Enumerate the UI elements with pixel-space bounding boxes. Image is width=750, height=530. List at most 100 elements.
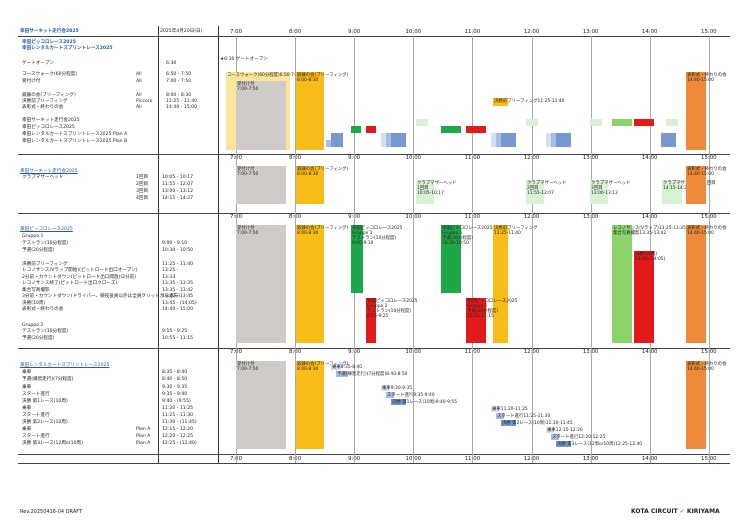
reception-block: 受付け付 7:00-7:50: [236, 361, 286, 449]
revision-label: Rev.20250416-04 DRAFT: [20, 509, 83, 515]
session-bar: [496, 133, 501, 147]
rule: [18, 154, 730, 155]
overview-row-label: ゲートオープン: [22, 61, 54, 66]
overview-title-1: 幸田ピッコロレース2025: [22, 40, 76, 45]
briefing-block: 鍛錬の会(ブリーフィング) 8:00-8:30: [296, 225, 348, 343]
series-row: 幸田ピッコロレース2025: [22, 125, 75, 130]
final-briefing-block: 決勝前ブリーフィング 11:25-11:40: [493, 225, 538, 343]
time-tick: 9:00: [348, 456, 361, 462]
session-bar: [351, 126, 361, 133]
row-label: スタート進行: [22, 413, 50, 418]
time-tick: 8:00: [289, 214, 302, 220]
row-label: テストラン(10分程度): [22, 329, 69, 334]
row-label: スタート進行: [22, 434, 50, 439]
row-label: 乗車: [22, 385, 32, 390]
row-label: 決勝前ブリーフィング: [22, 262, 68, 267]
overview-row-time: 8:00 - 8:30: [166, 93, 192, 98]
row-label: スタート進行: [22, 392, 50, 397]
session-bar: [416, 119, 428, 126]
row-label: 予選(20分程度): [22, 248, 55, 253]
gate-open-marker: ★6:30 ゲートオープン: [220, 57, 268, 62]
row-time: 10:30 - 10:50: [162, 248, 194, 253]
row-label: 乗車: [22, 406, 32, 411]
ceremony-block: 表彰式・終わりの会 14:40-15:00: [686, 225, 727, 343]
row-label: 決勝 第2レース(10周): [22, 420, 68, 425]
time-tick: 10:00: [405, 456, 422, 462]
row-time: 11:30 - (11:45): [162, 420, 197, 425]
time-tick: 15:00: [701, 349, 717, 355]
ceremony-block: 表彰式・終わりの会 14:40-15:00: [686, 166, 727, 204]
row-label: 決勝 第3レース(12周or10周): [22, 441, 83, 446]
club-run-4: クラブマザーヘッド 4回目 14:15-14:27: [662, 180, 716, 204]
overview-row-time: 6:50 - 7:50: [166, 72, 192, 77]
session-bar: [391, 133, 406, 147]
section2-label: クラブマザーヘッド: [22, 175, 64, 180]
session-bar: [612, 119, 632, 126]
row-time: 12:20 - 12:25: [162, 434, 194, 439]
series-row: 幸田レンタルカートスプリントレース2025 Plan B: [22, 139, 128, 144]
time-tick: 9:00: [348, 349, 361, 355]
row-label: 決勝(10周): [22, 301, 46, 306]
row-label: レコノサンス終了(ピットロード出口クローズ): [22, 281, 118, 286]
section2-title[interactable]: 幸田サーキット走行会2025: [20, 169, 78, 174]
row-time: 13:45 - (14:05): [162, 301, 197, 306]
time-tick: 13:00: [582, 214, 599, 220]
time-tick: 15:00: [701, 29, 717, 35]
row-time: 13:35 - 13:42: [162, 288, 194, 293]
run-number: 2回目: [136, 182, 149, 187]
rule: [18, 213, 730, 214]
overview-row-time: 11:25 - 11:40: [166, 99, 198, 104]
row-label: Gruppo 2: [22, 323, 44, 328]
row-label: レコノサンス(Vラップ開始)(ピットロード出口オープン): [22, 268, 138, 273]
time-tick: 15:00: [701, 456, 717, 462]
session-bar: [501, 133, 516, 147]
row-plan: Plan A: [136, 427, 151, 432]
g2-testrun-block: 幸田ピッコロレース2025 Gruppo 2 テストラン(10分程度) 9:15…: [366, 298, 417, 343]
session-bar: [331, 133, 343, 147]
row-time: 9:30 - 9:35: [162, 385, 188, 390]
overview-row-cat: Piccoro: [136, 99, 153, 104]
run-number: 1回目: [136, 175, 149, 180]
time-tick: 14:00: [641, 349, 658, 355]
overview-row-label: 受付け付: [22, 79, 41, 84]
run-number: 3回目: [136, 189, 149, 194]
time-tick: 10:00: [405, 349, 422, 355]
row-time: 9:00 - 9:10: [162, 241, 188, 246]
session-bar: [381, 133, 386, 147]
section3-title[interactable]: 幸田ピッコロレース2025: [20, 227, 73, 232]
section4-title[interactable]: 幸田レンタルカートスプリントレース2025: [20, 363, 110, 368]
rule: [18, 348, 730, 349]
time-tick: 7:00: [229, 29, 243, 35]
time-tick: 10:00: [405, 29, 422, 35]
overview-row-cat: All: [136, 79, 142, 84]
time-tick: 15:00: [701, 155, 717, 161]
series-row: 幸田サーキット走行会2025: [22, 118, 80, 123]
kart-board-3: 乗車11:20-11:25: [491, 406, 528, 412]
row-time: 9:40 - (9:55): [162, 399, 191, 404]
row-time: 8:35 - 8:40: [162, 370, 188, 375]
time-tick: 13:00: [582, 456, 599, 462]
ceremony-block: 表彰式・終わりの会 14:40-15:00: [686, 72, 727, 150]
overview-row-label: 決勝前ブリーフィング: [22, 99, 68, 104]
overview-row-label: 鍛錬の会(ブリーフィング): [22, 93, 76, 98]
session-bar: [634, 119, 654, 126]
session-bar: [366, 126, 376, 133]
time-tick: 9:00: [348, 155, 361, 161]
row-time: 9:15 - 9:25: [162, 329, 188, 334]
overview-row-cat: All: [136, 93, 142, 98]
time-tick: 12:00: [523, 349, 540, 355]
row-label: 予選(練習走行)(7分程度): [22, 377, 74, 382]
row-time: 10:55 - 11:15: [162, 336, 194, 341]
row-time: 12:25 - (12:40): [162, 441, 197, 446]
row-label: 予選(20分程度): [22, 336, 55, 341]
run-time: 14:15 - 14:27: [162, 196, 194, 201]
time-tick: 9:00: [348, 214, 361, 220]
briefing-block: 鍛錬の会(ブリーフィング) 8:00-8:30: [296, 166, 348, 204]
session-bar: [466, 126, 486, 133]
divider: [158, 26, 159, 463]
brand-mark-icon: ✓: [679, 508, 685, 515]
row-time: 13:42 - 13:45: [162, 294, 194, 299]
kart-race-3: 決勝 第3レース(12周or10周)12:25-12:40: [556, 441, 643, 447]
row-time: 11:25 - 11:40: [162, 262, 194, 267]
time-tick: 13:00: [582, 155, 599, 161]
